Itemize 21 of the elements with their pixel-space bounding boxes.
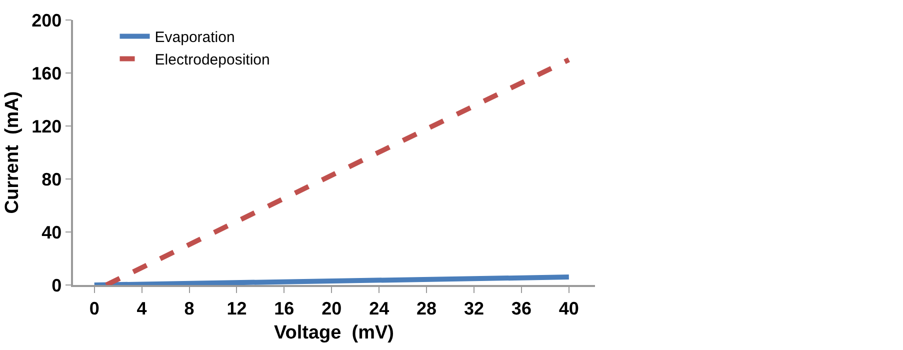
x-tick-label: 40 bbox=[558, 298, 579, 318]
x-tick-label: 12 bbox=[226, 298, 247, 318]
y-tick-label: 0 bbox=[52, 275, 62, 296]
x-axis-title: Voltage (mV) bbox=[274, 322, 394, 344]
legend-label: Evaporation bbox=[154, 29, 235, 46]
x-tick-label: 0 bbox=[89, 298, 100, 318]
y-tick-label: 160 bbox=[32, 63, 62, 84]
legend-label: Electrodeposition bbox=[154, 52, 270, 69]
y-tick-label: 120 bbox=[32, 116, 62, 136]
x-tick-label: 32 bbox=[464, 298, 484, 318]
x-tick-label: 16 bbox=[274, 298, 294, 318]
y-tick-label: 40 bbox=[42, 222, 62, 242]
x-tick-label: 20 bbox=[322, 298, 342, 318]
x-tick-label: 8 bbox=[184, 298, 194, 318]
y-axis-title: Current (mA) bbox=[2, 91, 23, 214]
x-tick-label: 36 bbox=[511, 298, 532, 318]
x-tick-label: 28 bbox=[416, 298, 437, 318]
y-tick-label: 80 bbox=[42, 169, 62, 190]
x-tick-label: 24 bbox=[369, 298, 390, 318]
y-tick-label: 200 bbox=[32, 10, 62, 30]
x-tick-label: 4 bbox=[136, 298, 147, 318]
